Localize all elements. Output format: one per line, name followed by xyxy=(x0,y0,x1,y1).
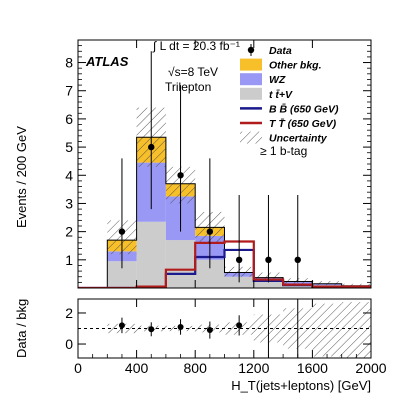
bar-t-t-v-bin1 xyxy=(136,221,166,288)
y-tick-label: 2 xyxy=(65,224,73,240)
x-tick-label: 1600 xyxy=(297,360,328,376)
bar-t-t-v-bin2 xyxy=(165,240,196,288)
legend-item-uncertainty xyxy=(240,131,262,144)
luminosity-label: ∫ L dt = 20.3 fb⁻¹ xyxy=(152,39,240,53)
bar-t-t-v-bin5 xyxy=(253,280,284,288)
legend-data-marker xyxy=(247,46,255,54)
main-plot-area xyxy=(78,51,371,288)
data-point xyxy=(206,228,214,235)
ratio-y-tick-label: 2 xyxy=(65,305,73,321)
ratio-y-axis: 02 xyxy=(65,305,371,352)
data-point xyxy=(265,256,272,264)
ratio-point xyxy=(148,326,155,333)
x-tick-label: 1200 xyxy=(238,360,269,376)
energy-label: √s=8 TeV xyxy=(168,65,218,79)
legend-label: Other bkg. xyxy=(269,60,322,72)
data-point xyxy=(177,172,184,179)
legend-label: t t̄+V xyxy=(269,89,293,101)
ratio-panel: 02 0 400 800 1200 1600 2000 Data / bkg H_T(je… xyxy=(14,298,387,393)
main-y-axis: 1 2 3 4 5 6 7 8 xyxy=(65,40,372,288)
x-axis-label: H_T(jets+leptons) [GeV] xyxy=(231,378,371,393)
uncertainty-band-bin8 xyxy=(341,283,371,287)
ratio-point xyxy=(177,323,184,330)
legend-label: WZ xyxy=(269,74,286,86)
legend-item-ttv xyxy=(240,87,262,100)
legend-swatch xyxy=(240,87,262,100)
legend-hatch xyxy=(240,131,262,144)
data-point xyxy=(235,256,243,264)
y-tick-label: 3 xyxy=(65,195,73,211)
legend-item-wz xyxy=(240,73,262,86)
legend-swatch xyxy=(240,73,262,86)
main-panel: 1 2 3 4 5 6 7 8 Events / 200 GeV ATLAS ∫ L dt =… xyxy=(14,39,372,289)
ratio-y-tick-label: 0 xyxy=(65,336,73,352)
data-point xyxy=(148,143,155,151)
legend-label: Uncertainty xyxy=(269,133,328,145)
legend-label: Data xyxy=(269,45,292,57)
y-tick-label: 6 xyxy=(65,111,73,127)
ratio-point xyxy=(206,327,213,334)
selection-label: ≥ 1 b-tag xyxy=(260,144,307,158)
experiment-label: ATLAS xyxy=(85,54,129,69)
legend: Data Other bkg. WZ t t̄+V B B̄ (650 GeV) T T̄… xyxy=(240,44,339,145)
x-tick-label: 0 xyxy=(74,360,82,376)
legend-item-data xyxy=(247,44,255,56)
y-tick-label: 1 xyxy=(65,252,73,268)
legend-swatch xyxy=(240,58,262,71)
x-tick-label: 2000 xyxy=(355,360,386,376)
y-tick-label: 4 xyxy=(65,167,73,183)
uncertainty-band-bin7 xyxy=(312,280,342,286)
ratio-y-axis-label: Data / bkg xyxy=(14,299,29,358)
ratio-uncertainty-bin7 xyxy=(312,303,342,357)
y-tick-label: 7 xyxy=(65,83,73,99)
ratio-plot-area xyxy=(78,299,371,358)
data-point xyxy=(294,256,301,264)
ratio-point xyxy=(118,322,125,329)
ratio-point xyxy=(236,322,243,329)
legend-item-other-bkg xyxy=(240,58,262,71)
ratio-uncertainty-bin8 xyxy=(341,302,371,358)
legend-label: T T̄ (650 GeV) xyxy=(269,118,337,130)
x-tick-label: 800 xyxy=(184,360,208,376)
data-point xyxy=(118,228,126,235)
main-y-axis-label: Events / 200 GeV xyxy=(14,126,29,228)
x-axis: 0 400 800 1200 1600 2000 xyxy=(74,299,387,376)
y-tick-label: 8 xyxy=(65,55,73,71)
legend-label: B B̄ (650 GeV) xyxy=(269,103,339,115)
channel-label: Trilepton xyxy=(165,80,211,94)
y-tick-label: 5 xyxy=(65,139,73,155)
x-tick-label: 400 xyxy=(125,360,149,376)
